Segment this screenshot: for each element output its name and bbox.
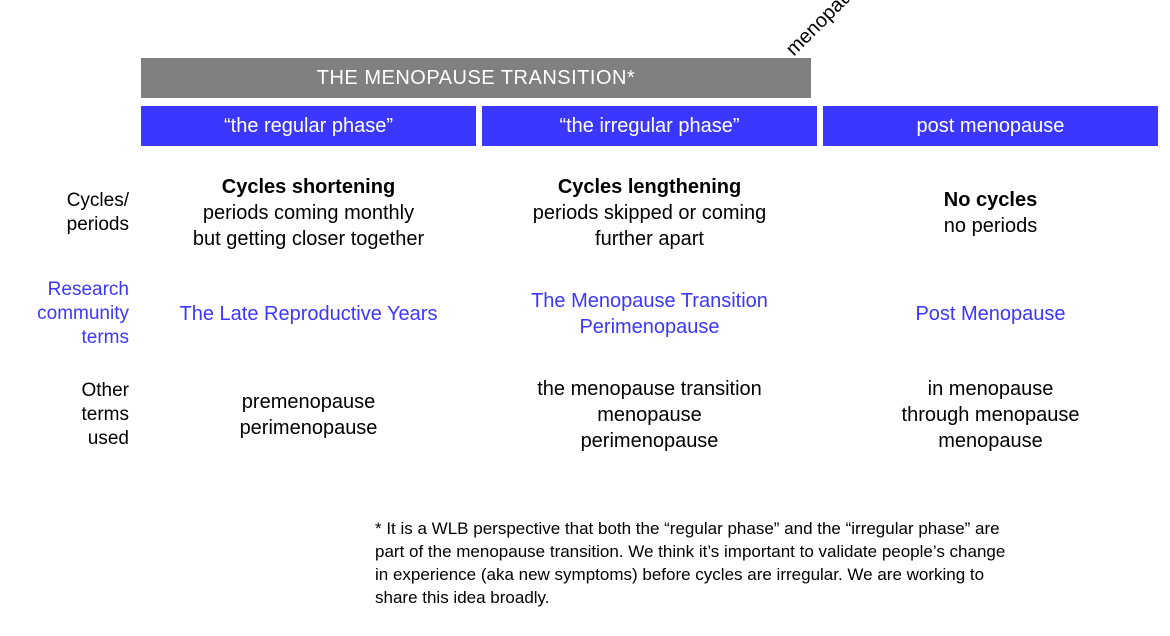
- label-text: community: [37, 302, 129, 326]
- research-col1: The Late Reproductive Years: [141, 268, 476, 360]
- cell-text: in menopause: [928, 376, 1054, 402]
- cell-text: Perimenopause: [579, 314, 719, 340]
- cell-text: The Late Reproductive Years: [180, 301, 438, 327]
- row-other: Other terms used premenopause perimenopa…: [0, 360, 1170, 470]
- cell-strong: Cycles shortening: [222, 174, 395, 200]
- cell-text: no periods: [944, 213, 1037, 239]
- label-text: periods: [67, 213, 129, 237]
- other-col2: the menopause transition menopause perim…: [482, 360, 817, 470]
- cell-text: periods coming monthly: [203, 200, 414, 226]
- phase-irregular: “the irregular phase”: [482, 106, 817, 146]
- cell-text: further apart: [595, 226, 704, 252]
- phase-regular: “the regular phase”: [141, 106, 476, 146]
- label-text: terms: [82, 403, 130, 427]
- cycles-col1: Cycles shortening periods coming monthly…: [141, 158, 476, 268]
- cycles-col3: No cycles no periods: [823, 158, 1158, 268]
- label-text: Other: [81, 379, 129, 403]
- banner-row: THE MENOPAUSE TRANSITION* menopause: [0, 58, 1170, 98]
- transition-banner: THE MENOPAUSE TRANSITION*: [141, 58, 811, 98]
- cell-text: perimenopause: [240, 415, 378, 441]
- label-text: used: [88, 427, 129, 451]
- other-col3: in menopause through menopause menopause: [823, 360, 1158, 470]
- row-label-research: Research community terms: [0, 268, 135, 360]
- footnote: * It is a WLB perspective that both the …: [375, 518, 1015, 610]
- cell-text: The Menopause Transition: [531, 288, 768, 314]
- cell-text: but getting closer together: [193, 226, 424, 252]
- research-col2: The Menopause Transition Perimenopause: [482, 268, 817, 360]
- cell-text: periods skipped or coming: [533, 200, 766, 226]
- cell-text: menopause: [938, 428, 1043, 454]
- row-cycles: Cycles/ periods Cycles shortening period…: [0, 158, 1170, 268]
- row-research: Research community terms The Late Reprod…: [0, 268, 1170, 360]
- row-label-cycles: Cycles/ periods: [0, 158, 135, 268]
- menopause-transition-table: THE MENOPAUSE TRANSITION* menopause “the…: [0, 0, 1170, 636]
- cell-text: Post Menopause: [915, 301, 1065, 327]
- cell-text: menopause: [597, 402, 702, 428]
- cell-strong: No cycles: [944, 187, 1037, 213]
- phase-header-row: “the regular phase” “the irregular phase…: [0, 106, 1170, 146]
- cell-text: the menopause transition: [537, 376, 762, 402]
- cell-strong: Cycles lengthening: [558, 174, 741, 200]
- menopause-side-label: menopause: [782, 0, 872, 61]
- label-text: Cycles/: [67, 189, 129, 213]
- label-text: Research: [48, 278, 129, 302]
- phase-post: post menopause: [823, 106, 1158, 146]
- label-text: terms: [82, 326, 130, 350]
- other-col1: premenopause perimenopause: [141, 360, 476, 470]
- cycles-col2: Cycles lengthening periods skipped or co…: [482, 158, 817, 268]
- cell-text: perimenopause: [581, 428, 719, 454]
- row-label-other: Other terms used: [0, 360, 135, 470]
- cell-text: premenopause: [242, 389, 375, 415]
- research-col3: Post Menopause: [823, 268, 1158, 360]
- cell-text: through menopause: [902, 402, 1080, 428]
